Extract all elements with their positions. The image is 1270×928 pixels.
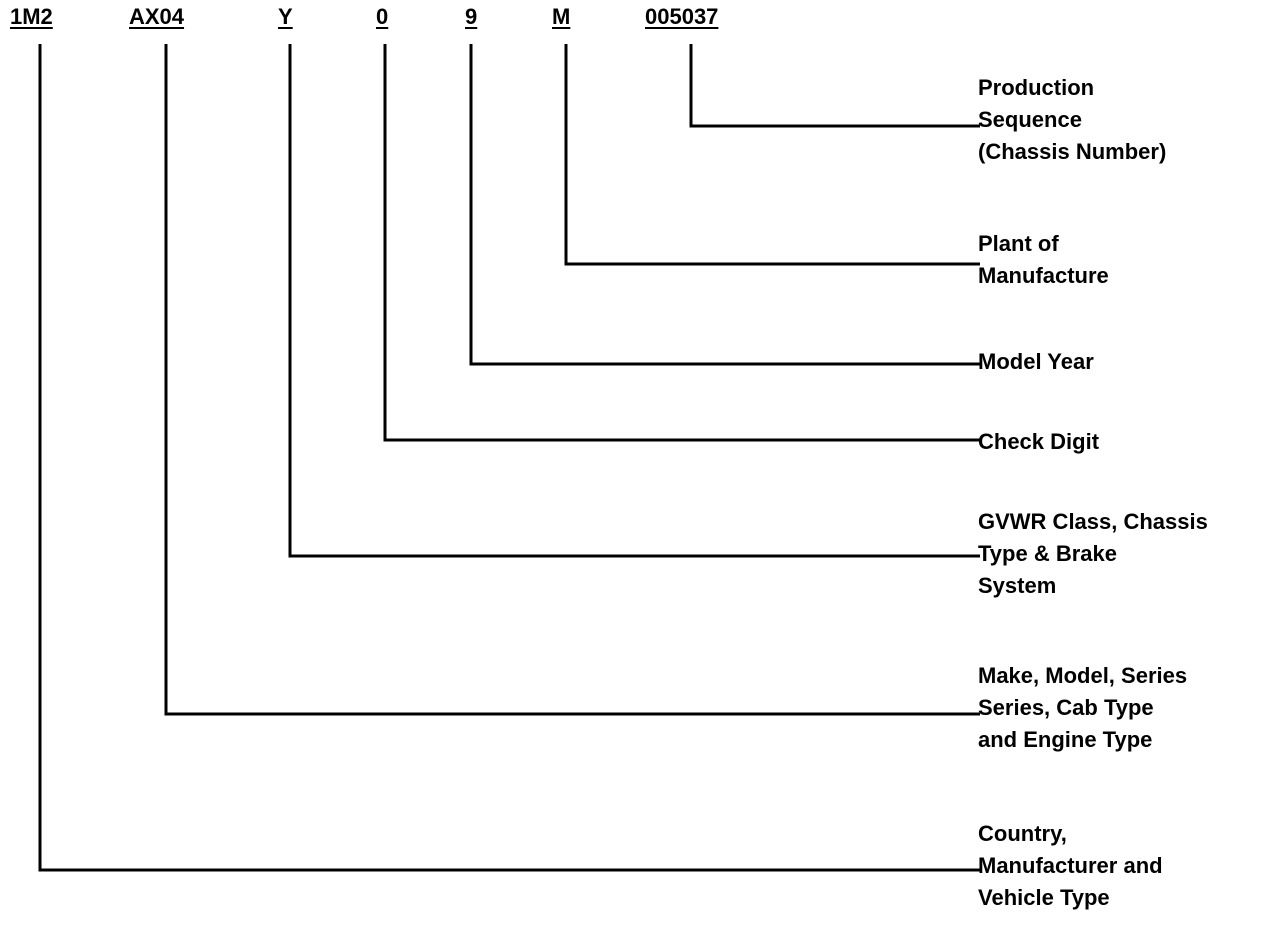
label-line: Manufacturer and	[978, 853, 1163, 878]
connector-check-digit	[383, 44, 980, 442]
connector-country	[38, 44, 980, 872]
vin-segment-m: M	[552, 4, 571, 29]
label-line: System	[978, 573, 1057, 598]
label-line: Type & Brake	[978, 541, 1117, 566]
label-line: (Chassis Number)	[978, 139, 1167, 164]
label-country-manufacturer: Country, Manufacturer and Vehicle Type	[978, 818, 1163, 914]
label-line: Model Year	[978, 349, 1094, 374]
connector-production	[689, 44, 980, 128]
label-plant-of-manufacture: Plant of Manufacture	[978, 228, 1109, 292]
vin-segment-ax04: AX04	[129, 4, 185, 29]
label-check-digit: Check Digit	[978, 426, 1099, 458]
vin-segment-005037: 005037	[645, 4, 719, 29]
label-make-model-series: Make, Model, Series Series, Cab Type and…	[978, 660, 1187, 756]
label-gvwr-class: GVWR Class, Chassis Type & Brake System	[978, 506, 1208, 602]
connector-plant	[564, 44, 980, 266]
label-production-sequence: Production Sequence (Chassis Number)	[978, 72, 1166, 168]
connector-model-year	[469, 44, 980, 366]
label-line: Vehicle Type	[978, 885, 1110, 910]
vin-segment-y: Y	[278, 4, 293, 29]
label-line: Country,	[978, 821, 1067, 846]
connector-make-model	[164, 44, 980, 716]
label-line: Sequence	[978, 107, 1082, 132]
vin-segment-1m2: 1M2	[10, 4, 53, 29]
label-line: Check Digit	[978, 429, 1100, 454]
label-line: Production	[978, 75, 1095, 100]
connector-gvwr	[288, 44, 980, 558]
label-line: and Engine Type	[978, 727, 1153, 752]
vin-segment-9: 9	[465, 4, 478, 29]
label-model-year: Model Year	[978, 346, 1094, 378]
label-line: Series, Cab Type	[978, 695, 1154, 720]
label-line: GVWR Class, Chassis	[978, 509, 1208, 534]
label-line: Make, Model, Series	[978, 663, 1188, 688]
label-line: Plant of	[978, 231, 1059, 256]
vin-segment-0: 0	[376, 4, 389, 29]
label-line: Manufacture	[978, 263, 1109, 288]
